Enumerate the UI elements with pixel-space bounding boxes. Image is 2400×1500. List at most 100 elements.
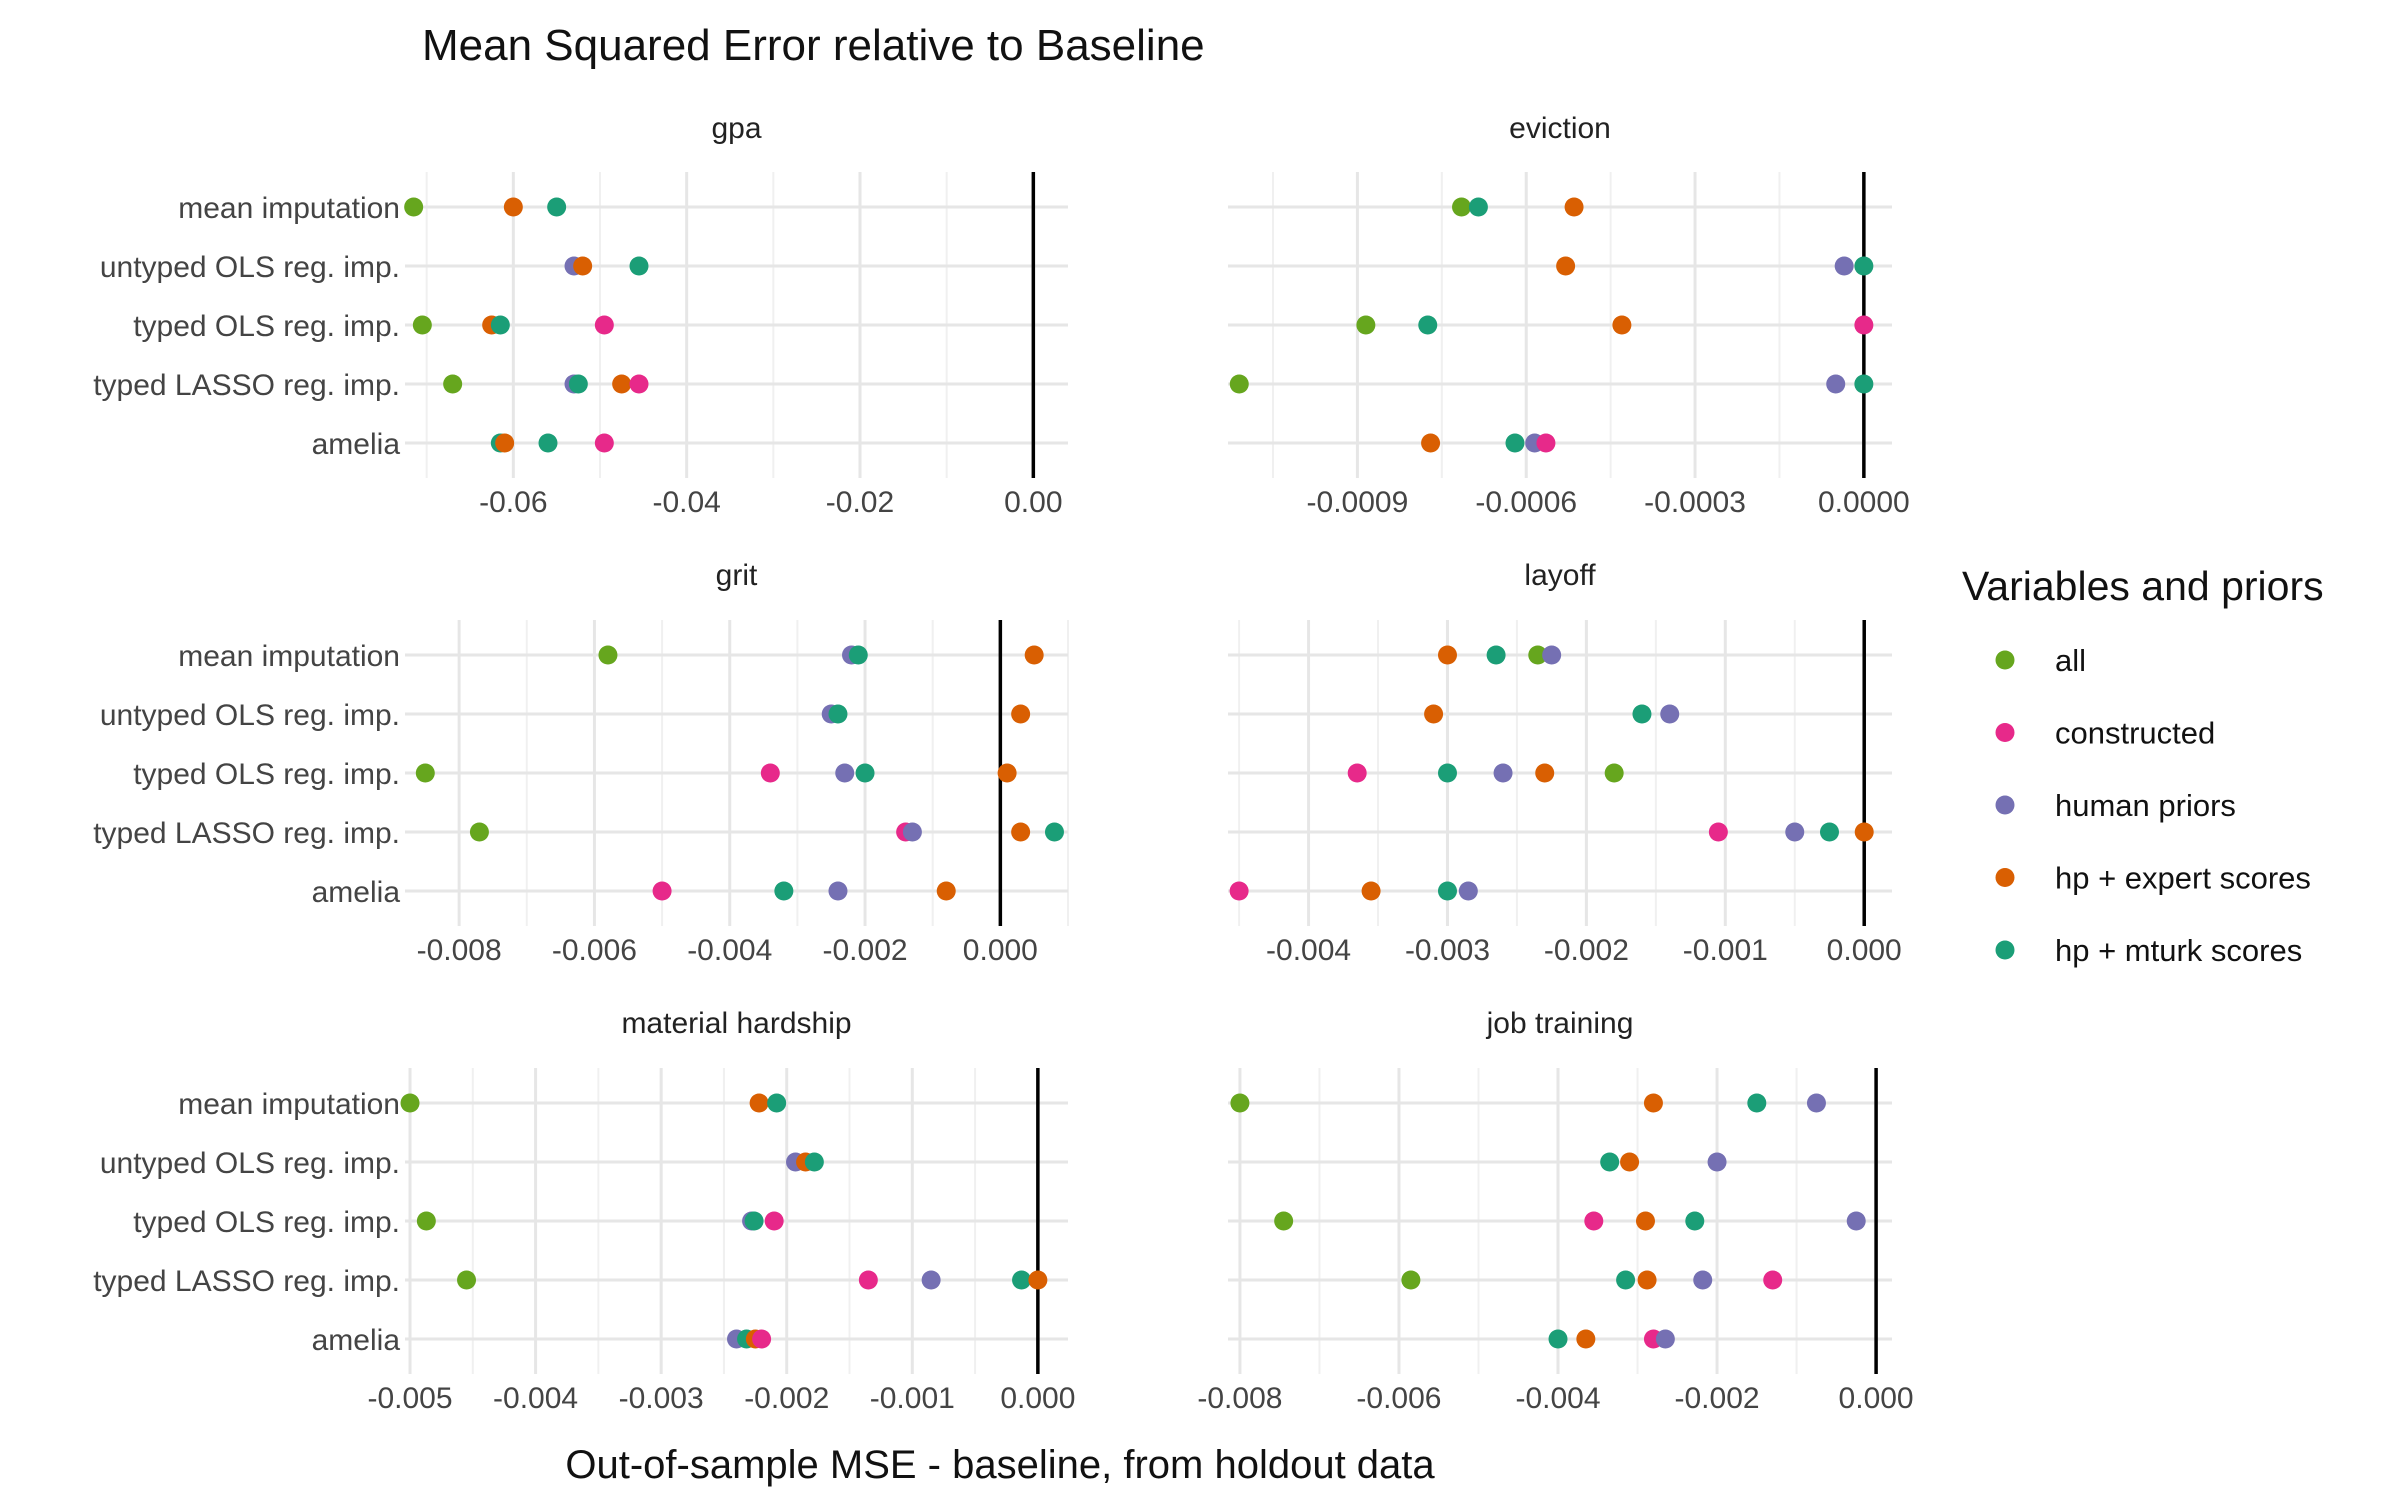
point-hp-mturk-scores xyxy=(1854,374,1874,394)
point-hp-expert-scores xyxy=(1421,433,1441,453)
point-all xyxy=(415,763,435,783)
facet-title: eviction xyxy=(1509,112,1611,145)
point-human-priors xyxy=(1785,822,1805,842)
method-label: mean imputation xyxy=(178,1088,400,1121)
point-hp-mturk-scores xyxy=(629,256,649,276)
point-hp-expert-scores xyxy=(503,197,523,217)
point-all xyxy=(400,1093,420,1113)
point-hp-expert-scores xyxy=(1424,704,1444,724)
point-human-priors xyxy=(835,763,855,783)
legend-label: constructed xyxy=(2055,716,2215,751)
x-tick-label: -0.004 xyxy=(687,934,772,967)
point-hp-mturk-scores xyxy=(767,1093,787,1113)
point-constructed xyxy=(1763,1270,1783,1290)
point-hp-mturk-scores xyxy=(538,433,558,453)
x-tick-label: -0.0003 xyxy=(1644,486,1746,519)
point-hp-mturk-scores xyxy=(804,1152,824,1172)
point-hp-expert-scores xyxy=(1612,315,1632,335)
facet-layoff: -0.004 -0.003 -0.002 -0.001 0.000 layoff xyxy=(1228,559,1902,967)
facet-material-hardship: -0.005 -0.004 -0.003 -0.002 -0.001 0.000 mater… xyxy=(93,1007,1075,1415)
method-label: typed OLS reg. imp. xyxy=(133,1206,400,1239)
point-hp-expert-scores xyxy=(936,881,956,901)
x-tick-label: -0.001 xyxy=(870,1382,955,1415)
x-tick-label: -0.008 xyxy=(417,934,502,967)
method-label: untyped OLS reg. imp. xyxy=(100,699,400,732)
point-human-priors xyxy=(1693,1270,1713,1290)
method-label: amelia xyxy=(312,428,401,461)
point-human-priors xyxy=(902,822,922,842)
facet-title: material hardship xyxy=(621,1007,851,1040)
point-constructed xyxy=(1536,433,1556,453)
point-hp-expert-scores xyxy=(1011,822,1031,842)
point-all xyxy=(457,1270,477,1290)
point-hp-mturk-scores xyxy=(1747,1093,1767,1113)
point-hp-mturk-scores xyxy=(1418,315,1438,335)
legend-key-all xyxy=(1995,650,2015,670)
x-tick-label: -0.02 xyxy=(826,486,894,519)
x-axis-title: Out-of-sample MSE - baseline, from holdo… xyxy=(565,1443,1435,1487)
legend-label: hp + expert scores xyxy=(2055,861,2311,896)
point-hp-expert-scores xyxy=(612,374,632,394)
point-hp-expert-scores xyxy=(1437,645,1457,665)
facet-title: gpa xyxy=(711,112,761,145)
point-constructed xyxy=(1347,763,1367,783)
point-all xyxy=(404,197,424,217)
x-tick-label: -0.003 xyxy=(1405,934,1490,967)
x-tick-label: -0.001 xyxy=(1683,934,1768,967)
point-human-priors xyxy=(1493,763,1513,783)
facet-title: job training xyxy=(1486,1007,1634,1040)
x-tick-label: -0.005 xyxy=(367,1382,452,1415)
point-hp-expert-scores xyxy=(1556,256,1576,276)
point-all xyxy=(1528,645,1548,665)
point-hp-expert-scores xyxy=(1535,763,1555,783)
point-human-priors xyxy=(828,881,848,901)
point-hp-mturk-scores xyxy=(855,763,875,783)
point-hp-expert-scores xyxy=(1576,1329,1596,1349)
point-constructed xyxy=(752,1329,772,1349)
point-hp-mturk-scores xyxy=(774,881,794,901)
point-all xyxy=(1230,1093,1250,1113)
method-label: mean imputation xyxy=(178,640,400,673)
point-hp-mturk-scores xyxy=(568,374,588,394)
point-constructed xyxy=(1854,315,1874,335)
point-all xyxy=(1401,1270,1421,1290)
x-tick-label: 0.000 xyxy=(1839,1382,1914,1415)
point-hp-mturk-scores xyxy=(744,1211,764,1231)
point-all xyxy=(412,315,432,335)
point-hp-expert-scores xyxy=(1024,645,1044,665)
point-hp-mturk-scores xyxy=(848,645,868,665)
point-human-priors xyxy=(1458,881,1478,901)
point-hp-mturk-scores xyxy=(1685,1211,1705,1231)
point-hp-expert-scores xyxy=(573,256,593,276)
x-tick-label: -0.002 xyxy=(1675,1382,1760,1415)
method-label: amelia xyxy=(312,876,401,909)
facet-grit: -0.008 -0.006 -0.004 -0.002 0.000 grit mean im… xyxy=(93,559,1069,967)
x-tick-label: 0.00 xyxy=(1004,486,1062,519)
point-human-priors xyxy=(1542,645,1562,665)
x-tick-label: -0.0006 xyxy=(1475,486,1577,519)
method-label: untyped OLS reg. imp. xyxy=(100,1147,400,1180)
point-hp-mturk-scores xyxy=(1505,433,1525,453)
point-hp-mturk-scores xyxy=(547,197,567,217)
point-human-priors xyxy=(1846,1211,1866,1231)
point-human-priors xyxy=(921,1270,941,1290)
legend-key-constructed xyxy=(1995,723,2015,742)
x-tick-label: -0.004 xyxy=(493,1382,578,1415)
point-all xyxy=(1356,315,1376,335)
x-tick-label: -0.06 xyxy=(479,486,547,519)
legend-key-human-priors xyxy=(1995,795,2015,815)
point-human-priors xyxy=(1707,1152,1727,1172)
legend-label: all xyxy=(2055,643,2086,678)
point-constructed xyxy=(764,1211,784,1231)
method-label: typed LASSO reg. imp. xyxy=(93,369,400,402)
x-tick-label: -0.002 xyxy=(744,1382,829,1415)
point-human-priors xyxy=(1826,374,1846,394)
x-tick-label: -0.002 xyxy=(1544,934,1629,967)
point-hp-mturk-scores xyxy=(1548,1329,1568,1349)
x-tick-label: -0.0009 xyxy=(1307,486,1409,519)
x-tick-label: -0.003 xyxy=(619,1382,704,1415)
point-constructed xyxy=(629,374,649,394)
point-hp-expert-scores xyxy=(1361,881,1381,901)
x-tick-label: -0.004 xyxy=(1266,934,1351,967)
point-hp-expert-scores xyxy=(1564,197,1584,217)
